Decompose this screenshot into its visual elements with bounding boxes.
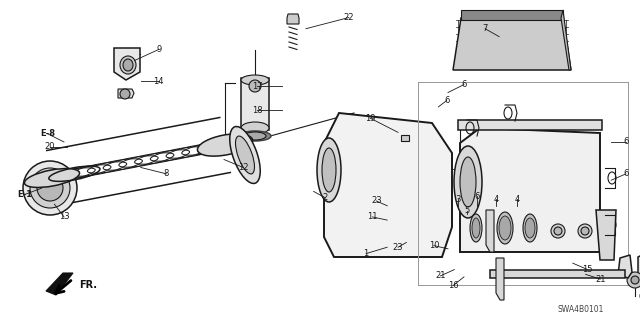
- Ellipse shape: [120, 89, 130, 99]
- Text: 19: 19: [365, 114, 375, 122]
- Ellipse shape: [525, 218, 535, 238]
- Polygon shape: [324, 113, 452, 257]
- Ellipse shape: [230, 127, 260, 183]
- Polygon shape: [287, 14, 299, 24]
- Polygon shape: [461, 10, 563, 20]
- Text: FR.: FR.: [79, 280, 97, 290]
- Text: 6: 6: [474, 192, 479, 201]
- Text: 8: 8: [164, 169, 169, 178]
- Ellipse shape: [631, 276, 639, 284]
- Text: 6: 6: [623, 137, 628, 146]
- Ellipse shape: [627, 272, 640, 288]
- Text: E-1: E-1: [17, 190, 32, 199]
- Bar: [490, 270, 625, 278]
- Text: 21: 21: [595, 275, 605, 284]
- Ellipse shape: [30, 168, 70, 208]
- Text: 4: 4: [515, 195, 520, 204]
- Text: 6: 6: [623, 169, 628, 178]
- Polygon shape: [486, 210, 494, 252]
- Ellipse shape: [554, 227, 562, 235]
- Polygon shape: [460, 128, 600, 252]
- Text: 17: 17: [252, 82, 262, 91]
- Ellipse shape: [23, 161, 77, 215]
- Bar: [241, 78, 269, 130]
- Ellipse shape: [454, 146, 482, 218]
- Ellipse shape: [497, 212, 513, 244]
- Ellipse shape: [551, 224, 565, 238]
- Polygon shape: [638, 247, 640, 283]
- Text: 18: 18: [252, 106, 262, 115]
- Ellipse shape: [236, 136, 255, 174]
- Ellipse shape: [241, 75, 269, 85]
- Polygon shape: [401, 135, 409, 141]
- Text: 20: 20: [45, 142, 55, 151]
- Polygon shape: [46, 273, 73, 295]
- Text: 16: 16: [448, 281, 458, 290]
- Ellipse shape: [460, 157, 476, 207]
- Text: 10: 10: [429, 241, 439, 250]
- Text: 2: 2: [323, 193, 328, 202]
- Ellipse shape: [499, 216, 511, 240]
- Bar: [418, 82, 628, 285]
- Ellipse shape: [523, 214, 537, 242]
- Ellipse shape: [123, 59, 133, 71]
- Polygon shape: [453, 18, 571, 70]
- Ellipse shape: [197, 134, 253, 156]
- Text: 12: 12: [238, 163, 248, 172]
- Polygon shape: [114, 48, 140, 80]
- Text: 22: 22: [344, 13, 354, 22]
- Text: 6: 6: [461, 80, 467, 89]
- Ellipse shape: [239, 131, 271, 141]
- Ellipse shape: [37, 175, 63, 201]
- Text: 1: 1: [364, 249, 369, 258]
- Ellipse shape: [249, 80, 261, 92]
- Text: 11: 11: [367, 212, 378, 221]
- Text: 13: 13: [59, 212, 69, 221]
- Ellipse shape: [581, 227, 589, 235]
- Text: E-8: E-8: [40, 130, 56, 138]
- Text: 5: 5: [465, 206, 470, 215]
- Ellipse shape: [472, 218, 480, 238]
- Text: 21: 21: [435, 271, 445, 280]
- Polygon shape: [496, 258, 504, 300]
- Polygon shape: [596, 210, 616, 260]
- Ellipse shape: [470, 214, 482, 242]
- Text: 9: 9: [156, 45, 161, 54]
- Text: 6: 6: [444, 96, 449, 105]
- Ellipse shape: [317, 138, 341, 202]
- Polygon shape: [618, 255, 632, 278]
- Text: 23: 23: [393, 243, 403, 252]
- Polygon shape: [118, 89, 134, 98]
- Text: SWA4B0101: SWA4B0101: [558, 306, 604, 315]
- Text: 3: 3: [455, 195, 460, 204]
- Ellipse shape: [322, 148, 336, 192]
- Ellipse shape: [241, 122, 269, 134]
- Ellipse shape: [578, 224, 592, 238]
- Polygon shape: [561, 10, 571, 70]
- Ellipse shape: [120, 56, 136, 74]
- Ellipse shape: [24, 168, 79, 188]
- Text: 15: 15: [582, 265, 593, 274]
- Text: 14: 14: [154, 77, 164, 86]
- Text: 4: 4: [493, 195, 499, 204]
- Text: 7: 7: [483, 24, 488, 33]
- Bar: [458, 120, 602, 130]
- Text: 23: 23: [371, 197, 381, 205]
- Ellipse shape: [244, 132, 266, 140]
